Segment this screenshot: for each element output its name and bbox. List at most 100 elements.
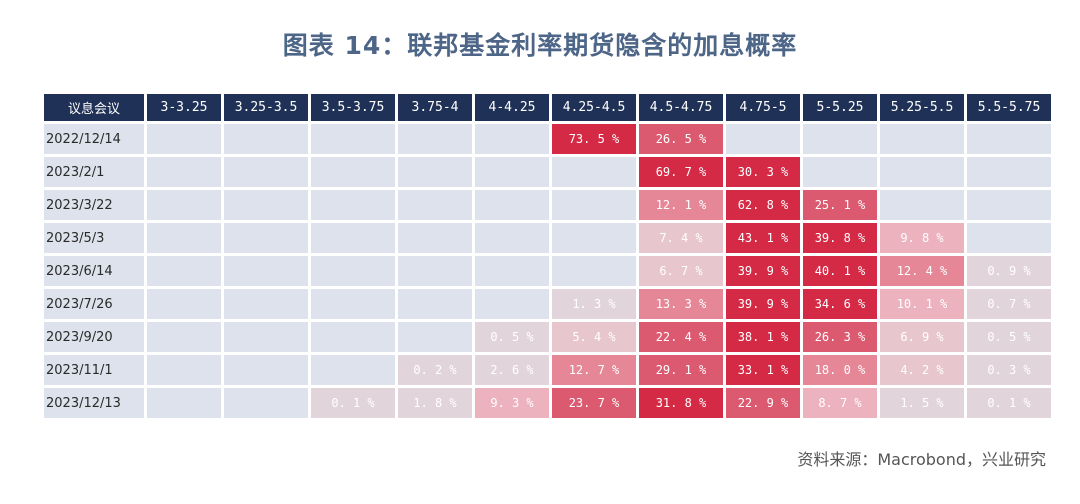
meeting-date: 2023/2/1 — [44, 157, 144, 187]
meeting-date: 2023/9/20 — [44, 322, 144, 352]
column-header: 5.25-5.5 — [880, 94, 964, 121]
probability-cell — [475, 157, 549, 187]
probability-cell: 1. 5 % — [880, 388, 964, 418]
probability-cell: 0. 3 % — [967, 355, 1051, 385]
probability-cell — [552, 157, 636, 187]
probability-cell — [311, 256, 395, 286]
probability-cell — [967, 124, 1051, 154]
meeting-date: 2023/11/1 — [44, 355, 144, 385]
probability-cell — [147, 157, 221, 187]
probability-cell: 22. 4 % — [639, 322, 723, 352]
probability-cell: 23. 7 % — [552, 388, 636, 418]
probability-cell: 39. 8 % — [803, 223, 877, 253]
probability-cell — [147, 322, 221, 352]
source-note: 资料来源：Macrobond，兴业研究 — [797, 450, 1046, 469]
probability-cell — [880, 190, 964, 220]
probability-cell: 0. 1 % — [311, 388, 395, 418]
meeting-date: 2023/6/14 — [44, 256, 144, 286]
probability-cell — [967, 223, 1051, 253]
probability-cell: 62. 8 % — [726, 190, 800, 220]
probability-cell — [398, 124, 472, 154]
probability-cell — [398, 322, 472, 352]
table-row: 2023/5/3 7. 4 % 43. 1 % 39. 8 % 9. 8 % — [44, 223, 1051, 253]
probability-cell: 12. 4 % — [880, 256, 964, 286]
probability-cell — [224, 355, 308, 385]
probability-cell — [398, 223, 472, 253]
column-header: 5-5.25 — [803, 94, 877, 121]
probability-cell — [147, 124, 221, 154]
probability-cell: 40. 1 % — [803, 256, 877, 286]
probability-cell: 22. 9 % — [726, 388, 800, 418]
probability-cell: 13. 3 % — [639, 289, 723, 319]
probability-cell — [803, 124, 877, 154]
heatmap-body: 2022/12/14 73. 5 % 26. 5 % 2023/2/1 69. 7 % 3… — [44, 124, 1051, 418]
probability-cell — [803, 157, 877, 187]
probability-cell — [398, 190, 472, 220]
chart-title: 图表 14：联邦基金利率期货隐含的加息概率 — [282, 31, 798, 60]
probability-cell: 8. 7 % — [803, 388, 877, 418]
probability-cell — [224, 388, 308, 418]
column-header: 4.5-4.75 — [639, 94, 723, 121]
probability-cell — [880, 124, 964, 154]
probability-cell: 4. 2 % — [880, 355, 964, 385]
column-header: 3-3.25 — [147, 94, 221, 121]
probability-cell — [147, 256, 221, 286]
probability-cell — [475, 223, 549, 253]
meeting-date: 2023/7/26 — [44, 289, 144, 319]
meeting-date: 2023/3/22 — [44, 190, 144, 220]
probability-cell: 31. 8 % — [639, 388, 723, 418]
probability-cell: 1. 3 % — [552, 289, 636, 319]
probability-cell — [224, 223, 308, 253]
probability-cell — [311, 289, 395, 319]
probability-cell — [147, 355, 221, 385]
probability-cell — [552, 223, 636, 253]
probability-cell: 29. 1 % — [639, 355, 723, 385]
column-header: 3.5-3.75 — [311, 94, 395, 121]
probability-cell: 0. 9 % — [967, 256, 1051, 286]
probability-cell: 2. 6 % — [475, 355, 549, 385]
table-row: 2023/7/26 1. 3 % 13. 3 % 39. 9 % 34. 6 % 10. … — [44, 289, 1051, 319]
probability-cell — [311, 157, 395, 187]
probability-cell: 6. 9 % — [880, 322, 964, 352]
probability-cell: 0. 2 % — [398, 355, 472, 385]
column-header: 4.75-5 — [726, 94, 800, 121]
corner-header: 议息会议 — [44, 94, 144, 121]
probability-cell: 0. 5 % — [475, 322, 549, 352]
probability-cell — [475, 124, 549, 154]
probability-cell: 69. 7 % — [639, 157, 723, 187]
probability-cell — [967, 190, 1051, 220]
probability-cell: 1. 8 % — [398, 388, 472, 418]
probability-cell: 38. 1 % — [726, 322, 800, 352]
probability-cell — [147, 223, 221, 253]
probability-cell — [311, 322, 395, 352]
probability-cell: 6. 7 % — [639, 256, 723, 286]
probability-cell: 7. 4 % — [639, 223, 723, 253]
probability-cell: 39. 9 % — [726, 289, 800, 319]
probability-heatmap: 议息会议 3-3.25 3.25-3.5 3.5-3.75 3.75-4 4-4.25 4… — [41, 91, 1054, 421]
meeting-date: 2023/12/13 — [44, 388, 144, 418]
probability-cell — [311, 223, 395, 253]
table-row: 2023/6/14 6. 7 % 39. 9 % 40. 1 % 12. 4 % 0. 9… — [44, 256, 1051, 286]
column-header: 5.5-5.75 — [967, 94, 1051, 121]
table-row: 2023/2/1 69. 7 % 30. 3 % — [44, 157, 1051, 187]
column-header: 4.25-4.5 — [552, 94, 636, 121]
probability-cell — [224, 157, 308, 187]
probability-cell — [311, 124, 395, 154]
probability-cell — [475, 256, 549, 286]
probability-cell: 0. 1 % — [967, 388, 1051, 418]
column-header: 4-4.25 — [475, 94, 549, 121]
probability-cell: 26. 3 % — [803, 322, 877, 352]
meeting-date: 2022/12/14 — [44, 124, 144, 154]
probability-cell — [147, 289, 221, 319]
probability-cell — [475, 289, 549, 319]
probability-cell — [311, 190, 395, 220]
probability-cell: 12. 1 % — [639, 190, 723, 220]
probability-cell: 9. 8 % — [880, 223, 964, 253]
probability-cell — [552, 256, 636, 286]
probability-cell — [475, 190, 549, 220]
header-row: 议息会议 3-3.25 3.25-3.5 3.5-3.75 3.75-4 4-4.25 4… — [44, 94, 1051, 121]
probability-cell — [224, 289, 308, 319]
probability-cell — [224, 190, 308, 220]
probability-cell — [398, 289, 472, 319]
probability-cell — [398, 157, 472, 187]
